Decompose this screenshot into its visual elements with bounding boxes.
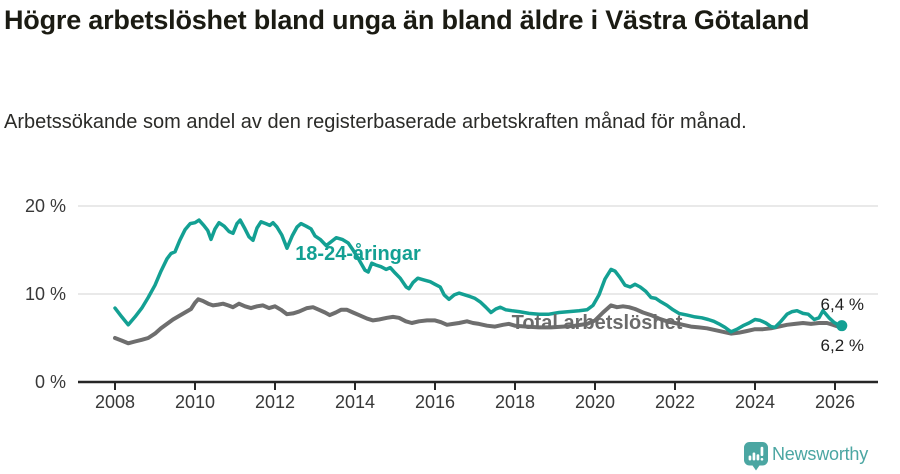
- series-label-young: 18-24-åringar: [295, 243, 421, 265]
- series-end-dot: [836, 320, 848, 332]
- x-tick-label: 2008: [94, 392, 136, 412]
- x-tick-label: 2022: [654, 392, 696, 412]
- series-line-young: [113, 218, 844, 334]
- y-tick-label: 20 %: [24, 196, 66, 216]
- x-tick-label: 2016: [414, 392, 456, 412]
- series-label-total: Total arbetslöshet: [511, 312, 683, 334]
- x-tick-label: 2014: [334, 392, 376, 412]
- x-tick-label: 2026: [814, 392, 856, 412]
- end-value-total: 6,2 %: [820, 336, 864, 355]
- x-tick-label: 2018: [494, 392, 536, 412]
- x-tick-label: 2010: [174, 392, 216, 412]
- y-tick-label: 0 %: [34, 372, 66, 392]
- newsworthy-logo-icon: [744, 442, 768, 471]
- chart-title: Högre arbetslöshet bland unga än bland ä…: [4, 5, 810, 35]
- x-tick-label: 2012: [254, 392, 296, 412]
- series-line-total: [113, 297, 844, 346]
- end-value-young: 6,4 %: [820, 295, 864, 314]
- chart-subtitle: Arbetssökande som andel av den registerb…: [4, 111, 747, 133]
- x-tick-label: 2024: [734, 392, 776, 412]
- x-tick-label: 2020: [574, 392, 616, 412]
- y-tick-label: 10 %: [24, 284, 66, 304]
- newsworthy-brand-text: Newsworthy: [772, 444, 869, 464]
